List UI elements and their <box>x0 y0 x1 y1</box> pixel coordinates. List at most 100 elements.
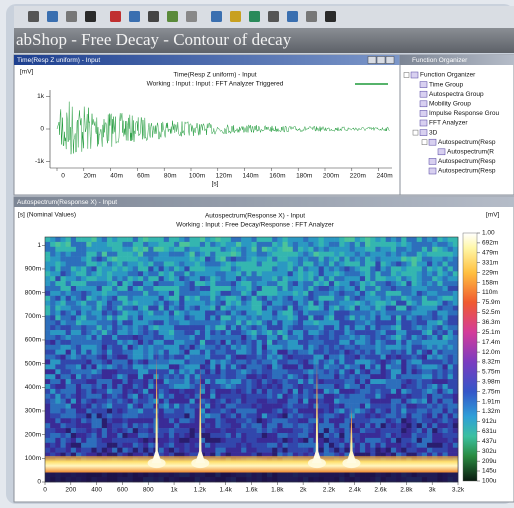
contour-cell <box>421 286 428 292</box>
contour-cell <box>380 320 387 326</box>
toolbar-button[interactable] <box>325 11 336 22</box>
contour-cell <box>385 423 392 429</box>
toolbar-button[interactable] <box>129 11 140 22</box>
contour-cell <box>117 295 123 301</box>
contour-cell <box>168 246 175 252</box>
contour-cell <box>266 418 273 424</box>
contour-cell <box>184 384 190 390</box>
contour-cell <box>137 423 144 429</box>
contour-cell <box>256 408 263 414</box>
contour-cell <box>194 369 201 375</box>
contour-cell <box>246 251 252 257</box>
x-tick-label: 140m <box>242 173 258 180</box>
contour-cell <box>194 344 201 350</box>
toolbar-button[interactable] <box>148 11 159 22</box>
toolbar-button[interactable] <box>28 11 39 22</box>
toolbar-button[interactable] <box>249 11 260 22</box>
toolbar-button[interactable] <box>110 11 121 22</box>
contour-cell <box>432 237 438 243</box>
contour-cell <box>349 300 356 306</box>
contour-cell <box>370 276 376 282</box>
contour-cell <box>45 305 51 311</box>
contour-cell <box>65 276 72 282</box>
contour-cell <box>225 384 232 390</box>
contour-cell <box>375 418 381 424</box>
contour-cell <box>179 359 185 365</box>
contour-cell <box>230 325 237 331</box>
toolbar-button[interactable] <box>66 11 77 22</box>
contour-cell <box>411 320 417 326</box>
contour-cell <box>292 241 299 248</box>
contour-cell <box>365 251 371 257</box>
contour-cell <box>81 447 87 453</box>
toolbar-button[interactable] <box>85 11 96 22</box>
contour-cell <box>246 295 252 301</box>
contour-cell <box>385 442 392 448</box>
contour-cell <box>220 379 226 385</box>
contour-cell <box>292 428 299 434</box>
contour-cell <box>427 433 433 439</box>
contour-cell <box>411 237 417 243</box>
contour-cell <box>272 418 278 424</box>
contour-cell <box>297 393 304 399</box>
contour-cell <box>256 369 263 375</box>
contour-cell <box>334 349 340 355</box>
contour-cell <box>411 428 417 434</box>
contour-cell <box>354 310 361 316</box>
contour-cell <box>168 418 175 424</box>
contour-cell <box>313 359 319 365</box>
toolbar-button[interactable] <box>268 11 279 22</box>
contour-cell <box>339 388 345 395</box>
contour-cell <box>308 379 314 385</box>
contour-cell <box>75 271 82 277</box>
toolbar-button[interactable] <box>186 11 197 22</box>
contour-cell <box>411 423 417 429</box>
contour-cell <box>277 433 283 439</box>
toolbar-button[interactable] <box>167 11 178 22</box>
contour-cell <box>163 452 170 458</box>
contour-cell <box>143 418 149 424</box>
contour-cell <box>205 237 211 243</box>
contour-cell <box>282 437 288 444</box>
toolbar-button[interactable] <box>287 11 298 22</box>
contour-cell <box>344 271 350 277</box>
contour-cell <box>112 251 118 257</box>
contour-cell <box>91 315 97 321</box>
contour-cell <box>251 320 257 326</box>
contour-cell <box>432 344 438 350</box>
contour-cell <box>174 246 180 252</box>
contour-cell <box>297 295 304 301</box>
contour-cell <box>370 325 376 331</box>
contour-cell <box>277 423 283 429</box>
contour-cell <box>334 388 340 395</box>
close-button[interactable] <box>385 56 395 64</box>
minimize-button[interactable] <box>367 56 377 64</box>
contour-cell <box>225 359 232 365</box>
contour-cell <box>339 246 345 252</box>
maximize-button[interactable] <box>376 56 386 64</box>
contour-cell <box>390 398 397 404</box>
contour-cell <box>251 359 257 365</box>
contour-cell <box>365 437 371 444</box>
contour-cell <box>344 349 350 355</box>
contour-cell <box>406 281 412 287</box>
contour-cell <box>158 320 165 326</box>
contour-cell <box>194 305 201 311</box>
contour-cell <box>55 403 61 409</box>
toolbar-button[interactable] <box>211 11 222 22</box>
contour-cell <box>411 452 417 458</box>
contour-cell <box>158 369 165 375</box>
contour-cell <box>328 349 335 355</box>
toolbar-button[interactable] <box>230 11 241 22</box>
toolbar-button[interactable] <box>306 11 317 22</box>
contour-cell <box>328 398 335 404</box>
contour-cell <box>122 286 128 292</box>
contour-cell <box>215 246 221 252</box>
contour-cell <box>303 266 309 272</box>
contour-cell <box>411 335 417 341</box>
contour-cell <box>45 452 51 458</box>
contour-cell <box>370 300 376 306</box>
contour-cell <box>421 271 428 277</box>
contour-cell <box>225 261 232 267</box>
toolbar-button[interactable] <box>47 11 58 22</box>
